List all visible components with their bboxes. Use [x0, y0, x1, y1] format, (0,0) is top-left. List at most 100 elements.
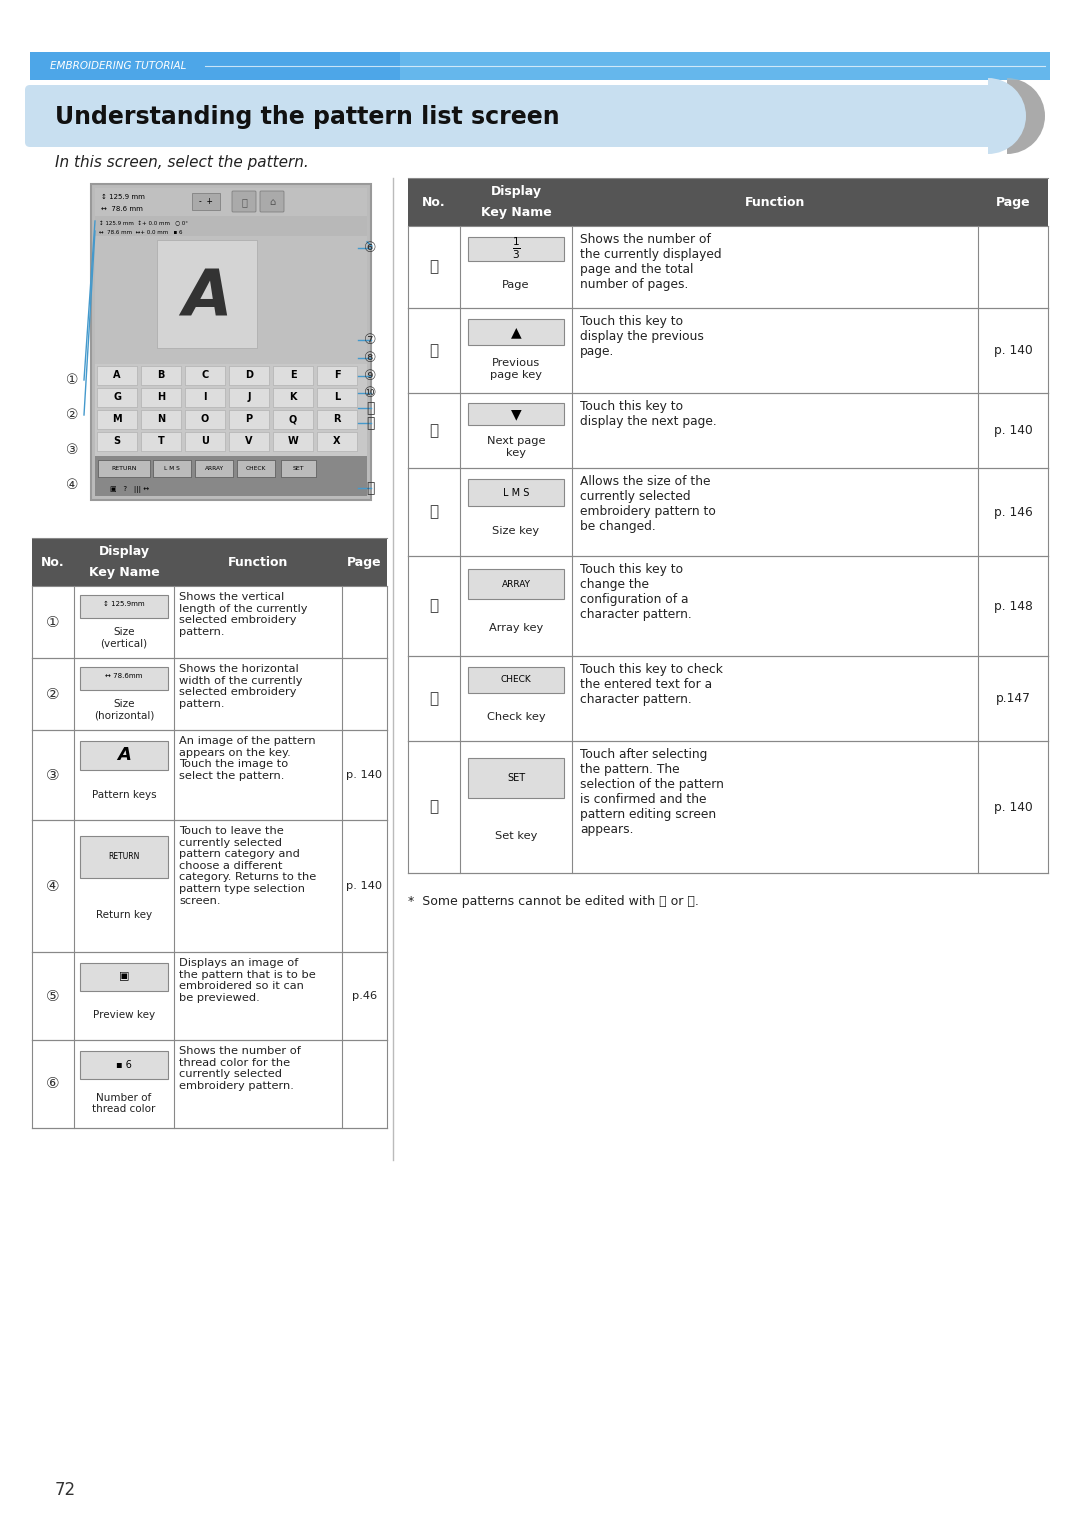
Text: 72: 72	[55, 1482, 76, 1499]
FancyBboxPatch shape	[97, 432, 137, 452]
FancyBboxPatch shape	[237, 459, 275, 478]
Text: X: X	[334, 436, 341, 446]
Text: ⧉: ⧉	[241, 197, 247, 208]
FancyBboxPatch shape	[273, 366, 313, 385]
Text: Next page
key: Next page key	[487, 436, 545, 458]
Text: J: J	[247, 392, 251, 401]
Text: ②: ②	[66, 407, 78, 423]
FancyBboxPatch shape	[157, 240, 257, 348]
Text: p. 140: p. 140	[347, 771, 382, 780]
Text: Touch this key to
display the next page.: Touch this key to display the next page.	[580, 400, 717, 427]
FancyBboxPatch shape	[97, 366, 137, 385]
FancyBboxPatch shape	[468, 667, 564, 693]
FancyBboxPatch shape	[408, 468, 1048, 555]
Text: B: B	[158, 369, 164, 380]
Text: Key Name: Key Name	[89, 566, 160, 578]
Text: Display: Display	[490, 185, 541, 197]
Text: L M S: L M S	[164, 465, 180, 470]
Text: Check key: Check key	[487, 713, 545, 722]
Text: ④: ④	[46, 879, 59, 894]
FancyBboxPatch shape	[229, 410, 269, 429]
Text: Size
(vertical): Size (vertical)	[100, 627, 148, 649]
Text: ⓫: ⓫	[430, 691, 438, 707]
FancyBboxPatch shape	[318, 366, 357, 385]
Wedge shape	[1007, 78, 1045, 154]
Text: R: R	[334, 414, 341, 424]
Text: Allows the size of the
currently selected
embroidery pattern to
be changed.: Allows the size of the currently selecte…	[580, 475, 716, 533]
Text: ▣: ▣	[119, 972, 130, 981]
Text: L: L	[334, 392, 340, 401]
FancyBboxPatch shape	[318, 432, 357, 452]
FancyBboxPatch shape	[229, 432, 269, 452]
Text: L M S: L M S	[503, 488, 529, 497]
Text: P: P	[245, 414, 253, 424]
FancyBboxPatch shape	[185, 432, 225, 452]
Text: ③: ③	[46, 768, 59, 783]
Text: p. 148: p. 148	[994, 600, 1032, 612]
Text: ↔  78.6 mm  ↔+ 0.0 mm   ▪ 6: ↔ 78.6 mm ↔+ 0.0 mm ▪ 6	[99, 229, 183, 235]
FancyBboxPatch shape	[260, 191, 284, 212]
Text: ③: ③	[66, 443, 78, 456]
Text: I: I	[203, 392, 206, 401]
Text: Understanding the pattern list screen: Understanding the pattern list screen	[55, 105, 559, 130]
FancyBboxPatch shape	[468, 479, 564, 505]
FancyBboxPatch shape	[232, 191, 256, 212]
Text: CHECK: CHECK	[246, 465, 266, 470]
FancyBboxPatch shape	[80, 667, 168, 690]
FancyBboxPatch shape	[95, 482, 367, 496]
Text: A: A	[117, 746, 131, 765]
Text: O: O	[201, 414, 210, 424]
FancyBboxPatch shape	[468, 569, 564, 600]
Text: S: S	[113, 436, 121, 446]
Text: ②: ②	[46, 687, 59, 702]
FancyBboxPatch shape	[408, 308, 1048, 394]
FancyBboxPatch shape	[185, 410, 225, 429]
Text: -  +: - +	[199, 197, 213, 206]
FancyBboxPatch shape	[141, 410, 181, 429]
Text: ⑫: ⑫	[366, 417, 374, 430]
Text: N: N	[157, 414, 165, 424]
Text: T: T	[158, 436, 164, 446]
Text: Page: Page	[347, 555, 382, 569]
Text: ⓨ: ⓨ	[430, 423, 438, 438]
FancyBboxPatch shape	[400, 52, 1050, 79]
Text: p. 140: p. 140	[347, 881, 382, 891]
Text: ⑪: ⑪	[366, 401, 374, 415]
Text: Previous
page key: Previous page key	[490, 359, 542, 380]
FancyBboxPatch shape	[192, 192, 220, 211]
FancyBboxPatch shape	[32, 952, 387, 1041]
Text: Key Name: Key Name	[481, 206, 552, 218]
Text: M: M	[112, 414, 122, 424]
Text: An image of the pattern
appears on the key.
Touch the image to
select the patter: An image of the pattern appears on the k…	[179, 736, 315, 781]
Text: p. 146: p. 146	[994, 505, 1032, 519]
FancyBboxPatch shape	[408, 742, 1048, 873]
Text: G: G	[113, 392, 121, 401]
Text: ▪ 6: ▪ 6	[116, 1059, 132, 1070]
Text: Preview key: Preview key	[93, 1010, 156, 1021]
Text: Shows the horizontal
width of the currently
selected embroidery
pattern.: Shows the horizontal width of the curren…	[179, 664, 302, 708]
FancyBboxPatch shape	[98, 459, 150, 478]
FancyBboxPatch shape	[468, 758, 564, 798]
Text: W: W	[287, 436, 298, 446]
Text: F: F	[334, 369, 340, 380]
FancyBboxPatch shape	[32, 586, 387, 658]
Text: Function: Function	[228, 555, 288, 569]
Text: ↕ 125.9mm: ↕ 125.9mm	[104, 601, 145, 607]
Text: ▲: ▲	[511, 325, 522, 339]
FancyBboxPatch shape	[281, 459, 316, 478]
Text: CHECK: CHECK	[501, 676, 531, 684]
FancyBboxPatch shape	[153, 459, 191, 478]
FancyBboxPatch shape	[229, 366, 269, 385]
Text: Function: Function	[745, 195, 806, 209]
Text: EMBROIDERING TUTORIAL: EMBROIDERING TUTORIAL	[50, 61, 187, 72]
Text: ⑥: ⑥	[364, 241, 376, 255]
FancyBboxPatch shape	[408, 179, 1048, 226]
Text: ⑨: ⑨	[364, 369, 376, 383]
Text: p.46: p.46	[352, 990, 377, 1001]
Text: ↔  78.6 mm: ↔ 78.6 mm	[102, 206, 143, 212]
Text: ⑧: ⑧	[364, 351, 376, 365]
FancyBboxPatch shape	[95, 237, 367, 365]
Text: RETURN: RETURN	[108, 853, 139, 862]
FancyBboxPatch shape	[95, 456, 367, 482]
FancyBboxPatch shape	[95, 188, 367, 217]
